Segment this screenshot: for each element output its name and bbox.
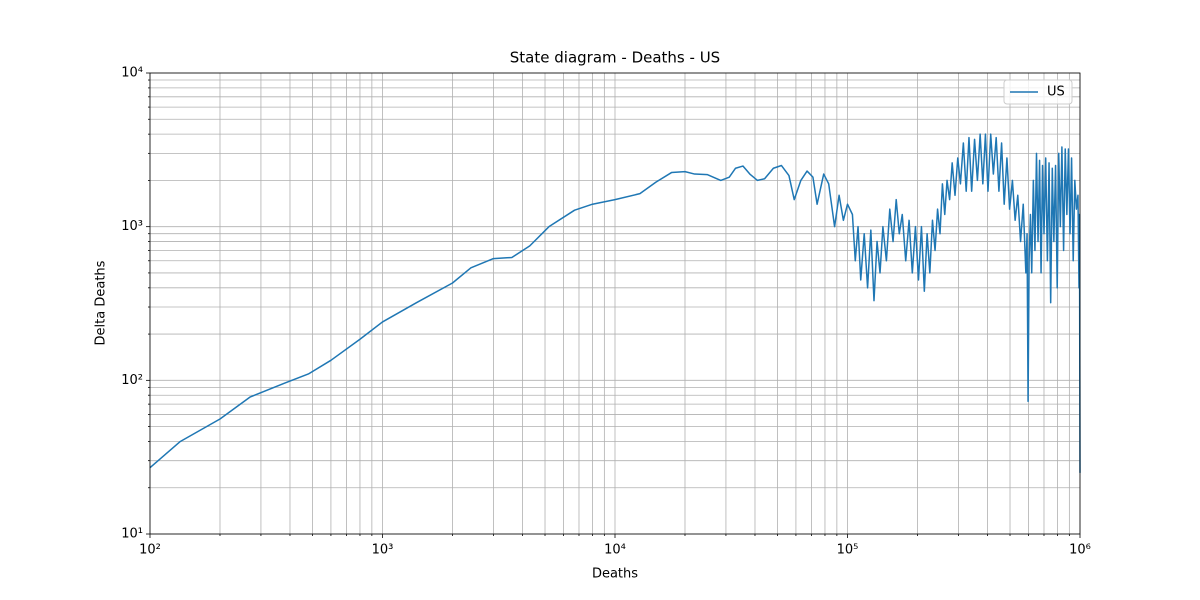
lines bbox=[149, 133, 1081, 473]
y-tick-label: 10³ bbox=[121, 219, 143, 234]
data-line bbox=[149, 133, 1081, 473]
x-tick-label: 10⁴ bbox=[604, 543, 626, 558]
x-axis-label: Deaths bbox=[592, 567, 638, 582]
legend: US bbox=[1003, 79, 1073, 105]
y-axis-label: Delta Deaths bbox=[94, 260, 109, 345]
y-tick-label: 10⁴ bbox=[121, 66, 143, 81]
legend-label: US bbox=[1047, 85, 1065, 100]
chart-title: State diagram - Deaths - US bbox=[510, 49, 720, 67]
x-tick-label: 10⁵ bbox=[837, 543, 859, 558]
y-tick-label: 10¹ bbox=[121, 527, 143, 542]
plot-frame bbox=[149, 72, 1081, 535]
x-tick-label: 10⁶ bbox=[1069, 543, 1091, 558]
x-tick-label: 10³ bbox=[372, 543, 394, 558]
y-tick-label: 10² bbox=[121, 373, 143, 388]
x-tick-label: 10² bbox=[139, 543, 161, 558]
